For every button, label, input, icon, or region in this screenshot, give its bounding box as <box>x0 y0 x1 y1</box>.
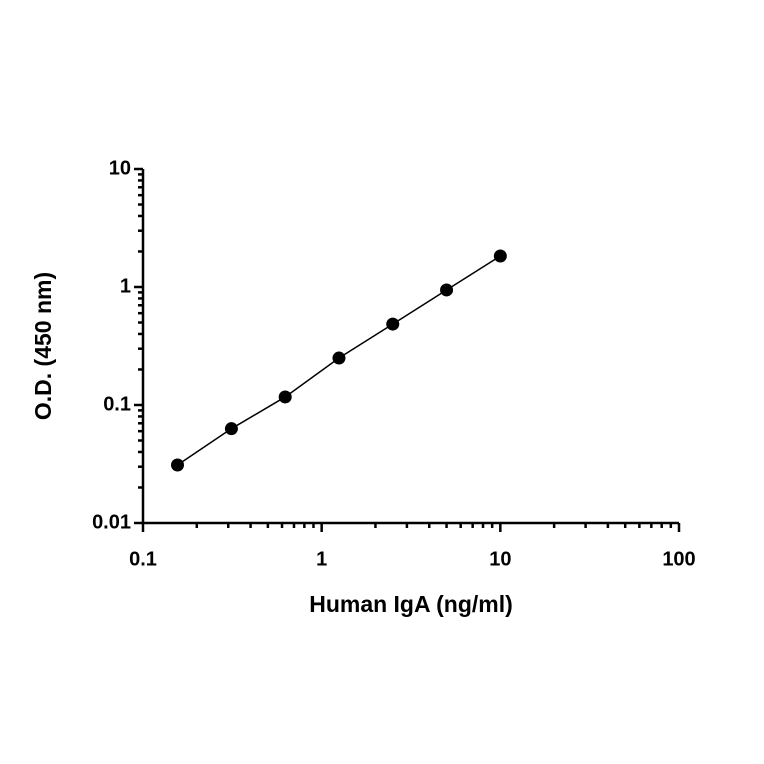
x-tick-label: 0.1 <box>129 548 157 570</box>
x-tick-label: 10 <box>489 548 511 570</box>
point <box>171 458 185 472</box>
x-tick-label: 1 <box>316 548 327 570</box>
y-tick-label: 0.01 <box>92 511 131 533</box>
y-tick-label: 1 <box>120 275 131 297</box>
point <box>224 422 238 436</box>
y-tick-label: 10 <box>109 157 131 179</box>
point <box>278 390 292 404</box>
y-tick-label: 0.1 <box>103 393 131 415</box>
point <box>440 283 454 297</box>
point <box>493 249 507 263</box>
point <box>332 351 346 365</box>
y-axis-label: O.D. (450 nm) <box>30 272 56 420</box>
x-axis-label: Human IgA (ng/ml) <box>309 591 513 617</box>
point <box>386 317 400 331</box>
x-tick-label: 100 <box>662 548 695 570</box>
